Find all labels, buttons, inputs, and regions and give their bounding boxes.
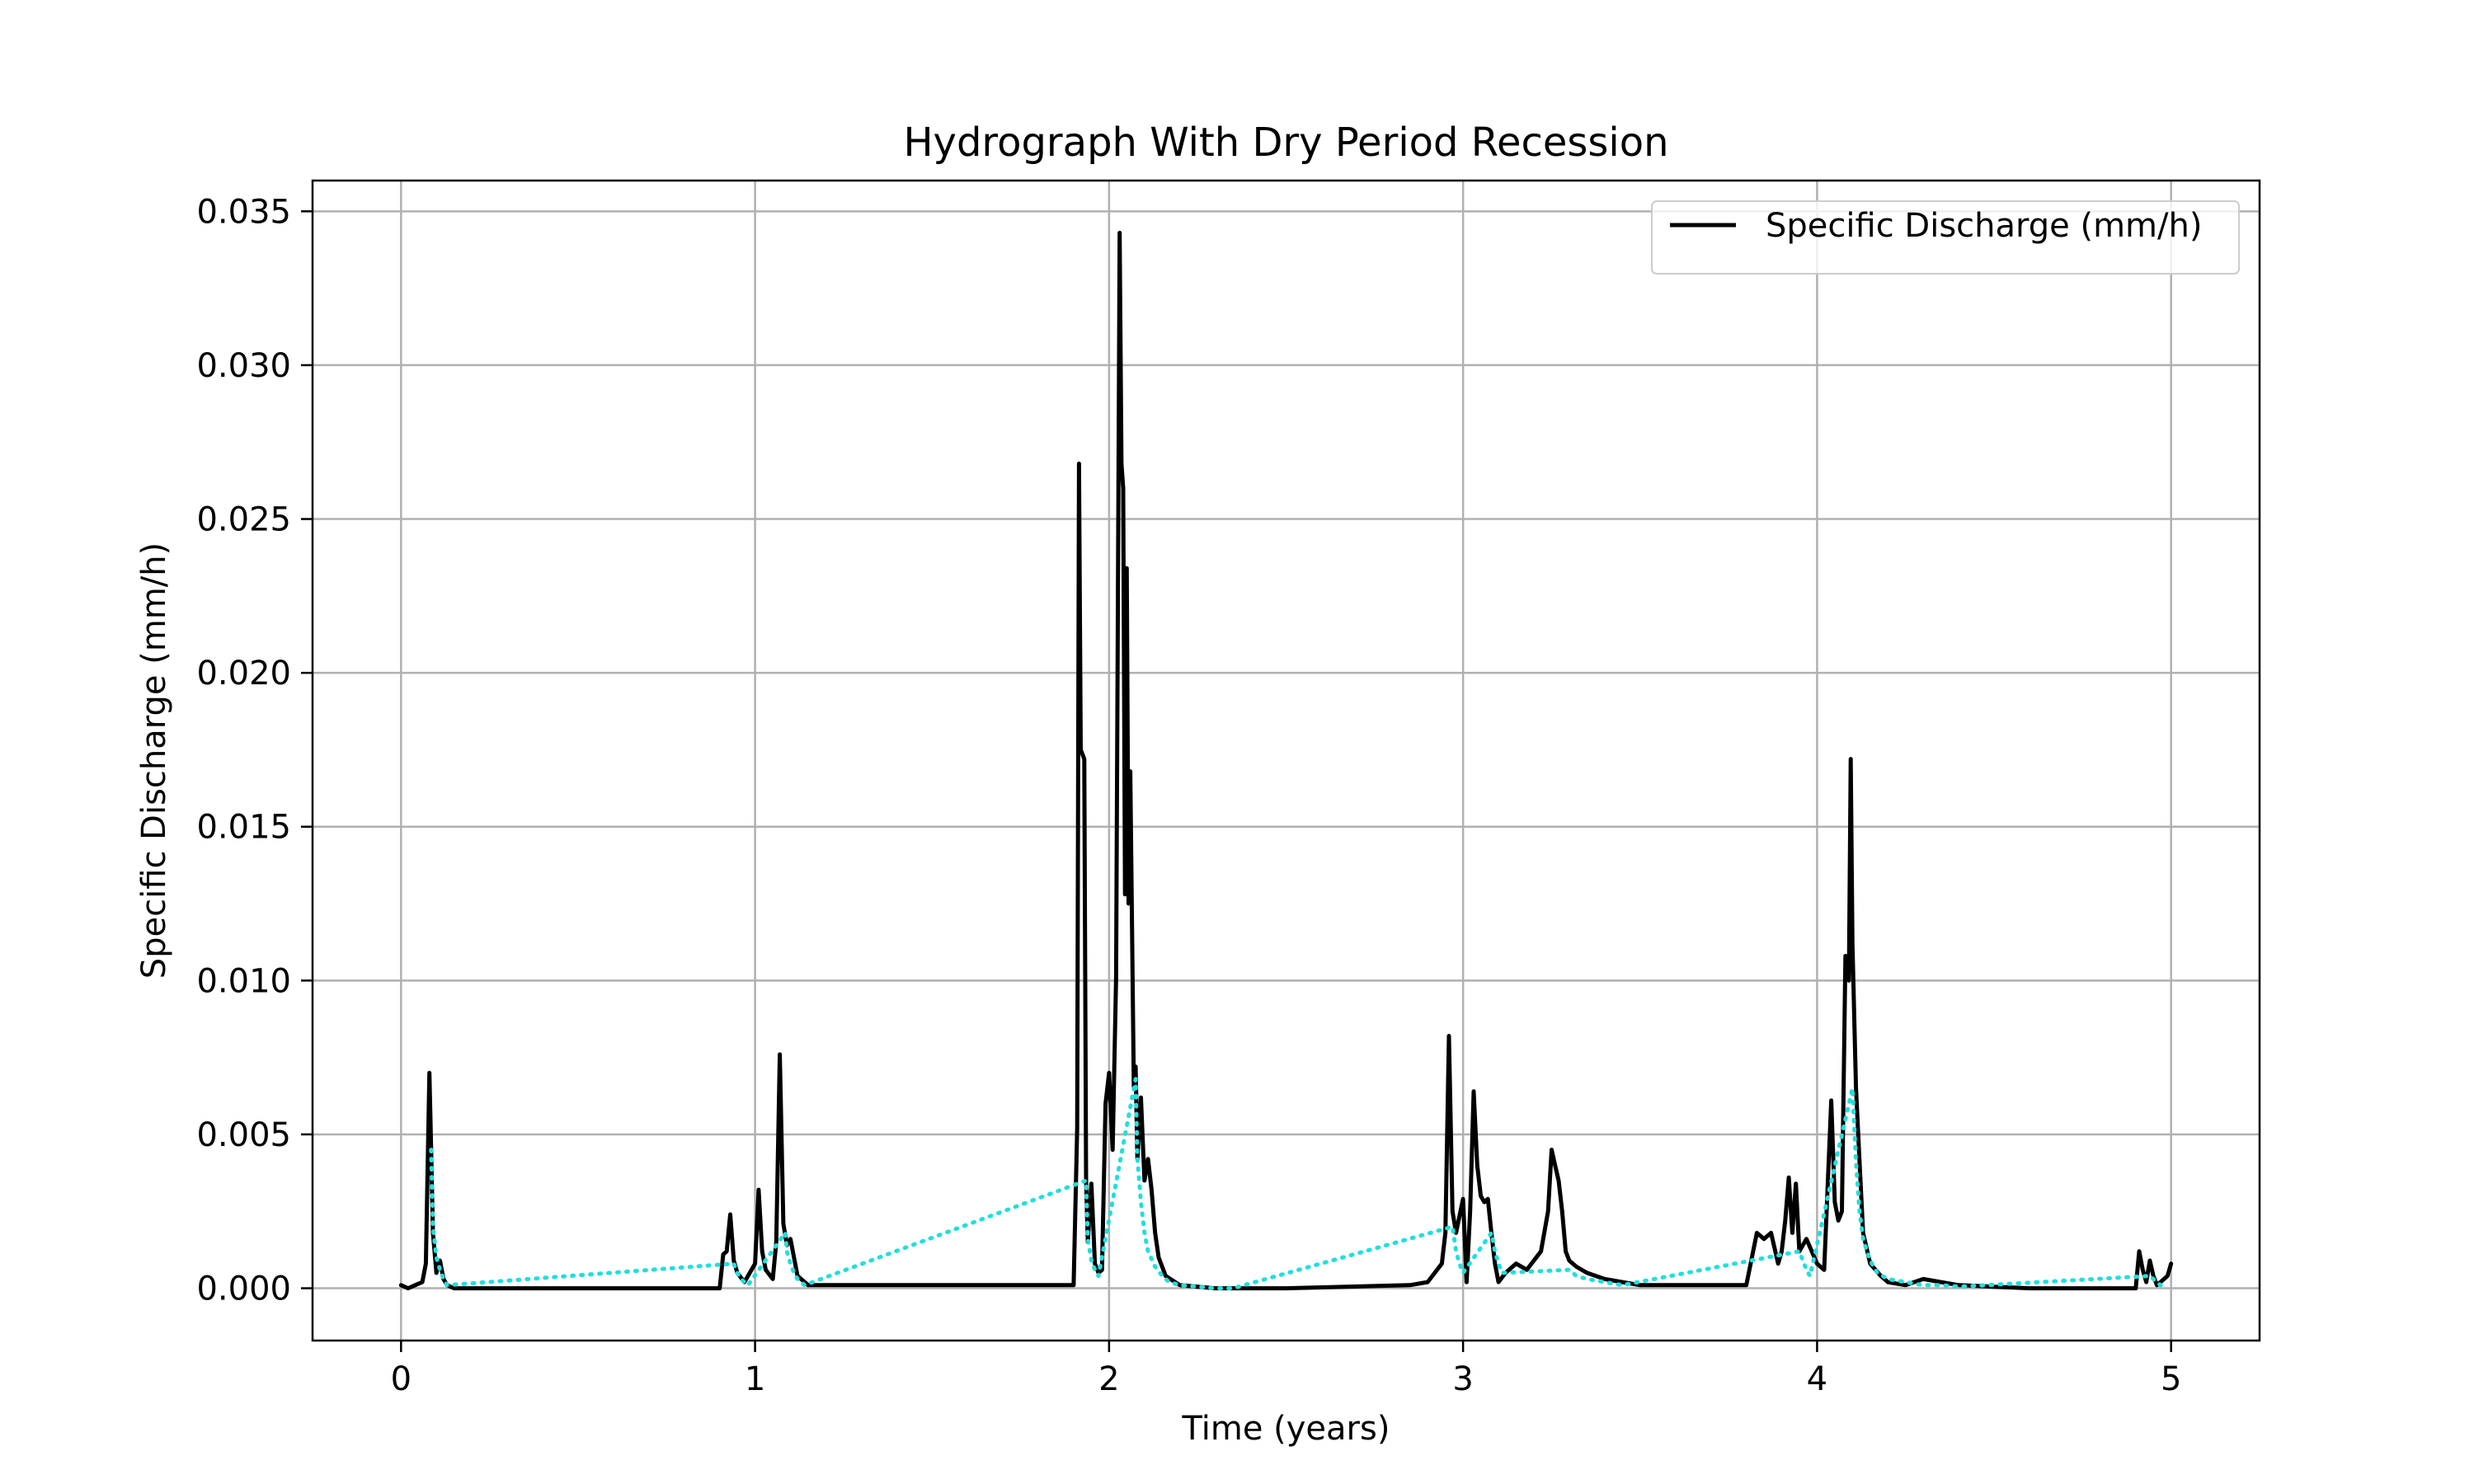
legend: Specific Discharge (mm/h) <box>1651 200 2240 275</box>
grid <box>313 181 2260 1341</box>
legend-box <box>1651 200 2240 275</box>
y-tick-label: 0.020 <box>196 655 291 693</box>
x-axis-label: Time (years) <box>1182 1410 1390 1448</box>
axis-ticks: 0 1 2 3 4 5 0.000 0.005 0.010 0.015 0.020 0.025 0.03… <box>196 193 2181 1398</box>
plot-series <box>398 230 2174 1291</box>
x-tick-label: 3 <box>1452 1360 1473 1398</box>
y-tick-label: 0.010 <box>196 962 291 1000</box>
y-tick-label: 0.025 <box>196 501 291 539</box>
x-tick-label: 5 <box>2161 1360 2181 1398</box>
y-tick-label: 0.000 <box>196 1270 291 1308</box>
x-tick-label: 0 <box>391 1360 412 1398</box>
y-tick-label: 0.030 <box>196 347 291 385</box>
chart-title: Hydrograph With Dry Period Recession <box>903 120 1668 166</box>
y-axis-label: Specific Discharge (mm/h) <box>135 542 173 979</box>
discharge-line <box>398 230 2174 1291</box>
y-tick-label: 0.035 <box>196 193 291 231</box>
x-tick-label: 4 <box>1807 1360 1827 1398</box>
x-tick-label: 2 <box>1098 1360 1119 1398</box>
y-tick-label: 0.015 <box>196 809 291 847</box>
y-tick-label: 0.005 <box>196 1116 291 1154</box>
legend-label: Specific Discharge (mm/h) <box>1766 207 2202 245</box>
x-tick-label: 1 <box>745 1360 765 1398</box>
recession-dotted-line <box>429 1077 2166 1291</box>
plot-frame <box>311 179 2261 1342</box>
